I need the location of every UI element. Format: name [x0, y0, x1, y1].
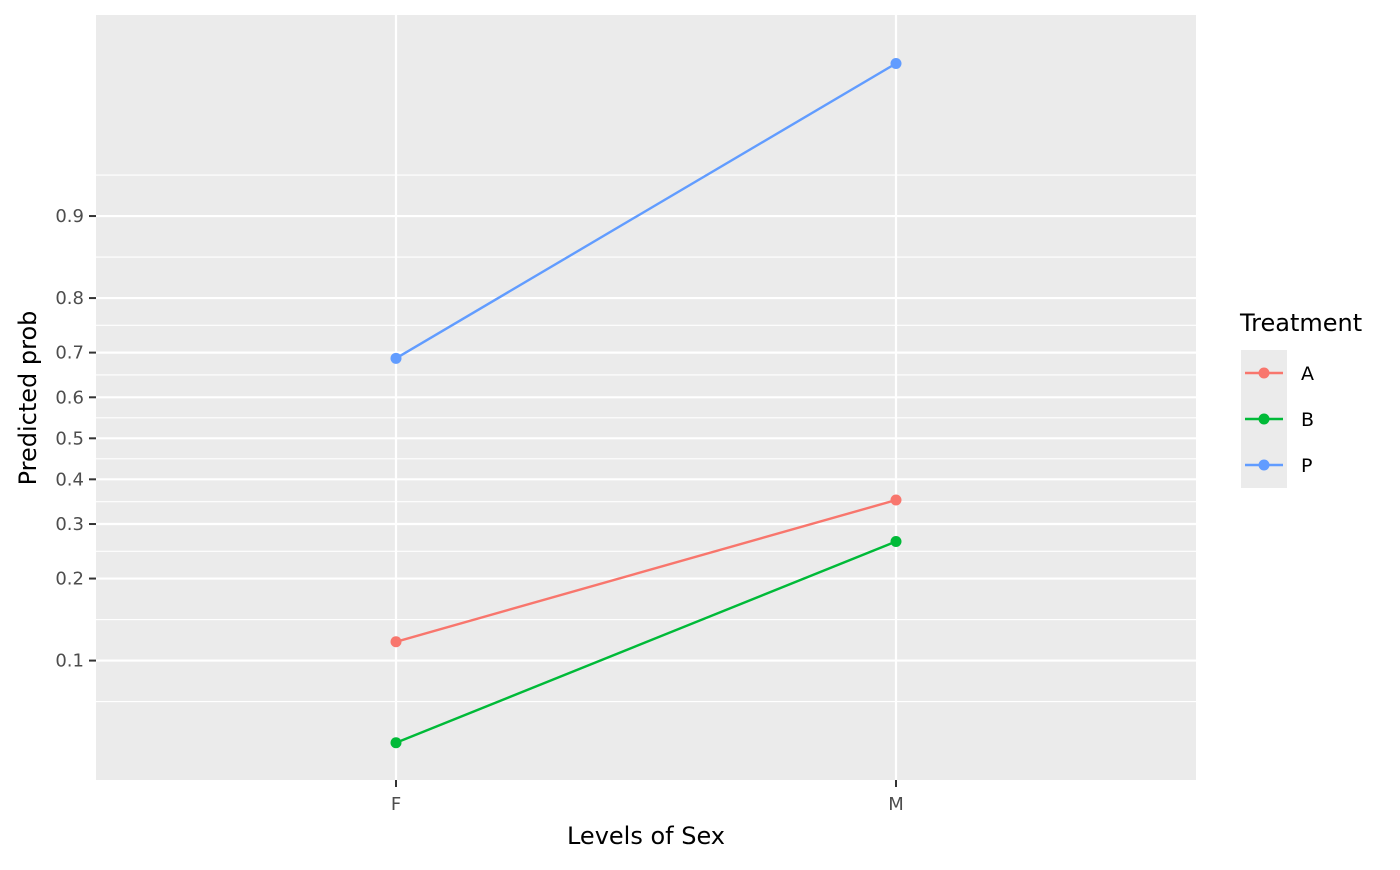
y-tick-label: 0.2 — [55, 569, 84, 590]
legend-item-B: B — [1245, 409, 1314, 431]
legend-items: A B P — [1245, 363, 1314, 477]
y-tick-label: 0.8 — [55, 288, 84, 309]
series-line — [395, 62, 897, 360]
legend-label: A — [1301, 363, 1314, 385]
y-tick-label: 0.9 — [55, 206, 84, 227]
y-tick-label: 0.6 — [55, 387, 84, 408]
legend-item-A: A — [1245, 363, 1314, 385]
y-axis-title: Predicted prob — [14, 311, 42, 486]
y-tick-label: 0.3 — [55, 514, 84, 535]
series-line — [395, 498, 897, 643]
legend-title: Treatment — [1239, 309, 1362, 337]
legend-item-P: P — [1245, 455, 1312, 477]
legend-key-point — [1258, 459, 1270, 471]
series-B — [390, 536, 902, 749]
data-point — [390, 737, 402, 749]
series-A — [390, 494, 902, 648]
legend: Treatment A B P — [1239, 309, 1362, 488]
y-tick-label: 0.1 — [55, 651, 84, 672]
x-axis-title: Levels of Sex — [567, 822, 725, 850]
legend-label: B — [1301, 409, 1314, 431]
y-tick-label: 0.7 — [55, 343, 84, 364]
data-point — [890, 536, 902, 548]
legend-key-point — [1258, 367, 1270, 379]
data-point — [390, 636, 402, 648]
major-gridlines — [96, 15, 1196, 780]
data-point — [390, 352, 402, 364]
data-point — [890, 494, 902, 506]
x-tick-label: M — [888, 794, 904, 815]
y-tick-label: 0.5 — [55, 428, 84, 449]
minor-gridlines — [96, 174, 1196, 703]
y-axis: 0.1 0.2 0.3 0.4 0.5 0.6 0.7 0.8 0.9 — [55, 206, 96, 672]
legend-key-point — [1258, 413, 1270, 425]
data-point — [890, 57, 902, 69]
x-tick-label: F — [391, 794, 401, 815]
series-line — [395, 540, 897, 744]
series-layer — [390, 57, 902, 749]
series-P — [390, 57, 902, 364]
legend-label: P — [1301, 455, 1312, 477]
y-tick-label: 0.4 — [55, 469, 84, 490]
